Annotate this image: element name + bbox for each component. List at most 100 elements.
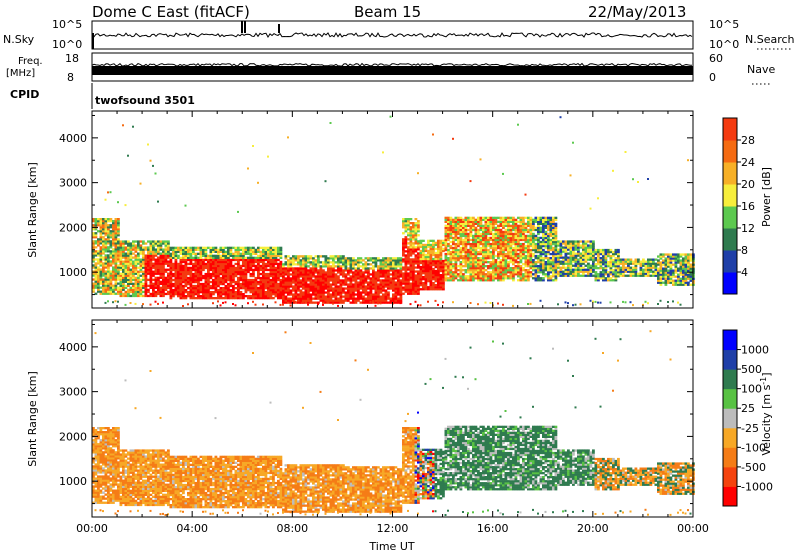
heatmap-cell xyxy=(459,269,463,272)
heatmap-cell xyxy=(482,273,485,276)
heatmap-cell xyxy=(479,257,483,260)
heatmap-cell xyxy=(507,275,510,278)
heatmap-cell xyxy=(499,277,503,280)
heatmap-cell xyxy=(307,255,310,258)
heatmap-cell xyxy=(437,269,440,273)
heatmap-cell xyxy=(434,280,438,283)
heatmap-cell xyxy=(317,257,320,260)
heatmap-cell xyxy=(222,260,225,264)
heatmap-cell xyxy=(527,248,530,252)
heatmap-cell xyxy=(487,220,490,223)
heatmap-cell xyxy=(229,278,233,282)
heatmap-cell xyxy=(502,244,505,248)
heatmap-cell xyxy=(444,232,448,236)
heatmap-cell xyxy=(199,250,203,253)
heatmap-cell xyxy=(152,286,155,289)
heatmap-cell xyxy=(402,280,405,283)
heatmap-cell xyxy=(387,281,390,284)
heatmap-cell xyxy=(397,283,400,286)
heatmap-cell xyxy=(467,271,470,274)
heatmap-cell xyxy=(382,273,385,276)
heatmap-cell xyxy=(132,256,135,259)
heatmap-cell xyxy=(129,268,133,271)
heatmap-cell xyxy=(509,240,513,244)
heatmap-cell xyxy=(344,277,348,280)
heatmap-cell xyxy=(412,262,415,265)
heatmap-cell xyxy=(134,292,138,296)
heatmap-cell xyxy=(337,269,340,272)
heatmap-cell xyxy=(282,277,285,280)
heatmap-cell xyxy=(454,269,458,272)
heatmap-cell xyxy=(394,301,398,304)
heatmap-cell xyxy=(274,252,278,255)
heatmap-cell xyxy=(562,270,565,273)
heatmap-cell xyxy=(109,270,113,273)
heatmap-cell xyxy=(514,271,518,274)
heatmap-cell xyxy=(237,284,240,288)
heatmap-cell xyxy=(269,252,273,255)
heatmap-cell xyxy=(369,291,373,294)
heatmap-cell xyxy=(379,271,383,274)
heatmap-cell xyxy=(457,236,460,240)
heatmap-cell xyxy=(99,236,103,239)
heatmap-cell xyxy=(482,261,485,264)
heatmap-cell xyxy=(367,277,370,280)
heatmap-cell xyxy=(577,266,580,269)
heatmap-cell xyxy=(409,230,413,233)
heatmap-cell xyxy=(432,267,435,271)
heatmap-cell xyxy=(349,261,353,264)
heatmap-cell xyxy=(522,250,525,254)
heatmap-cell xyxy=(272,289,275,292)
heatmap-cell xyxy=(417,226,420,229)
heatmap-cell xyxy=(532,244,535,248)
heatmap-cell xyxy=(97,254,100,257)
heatmap-cell xyxy=(249,246,253,249)
heatmap-cell xyxy=(294,285,298,288)
heatmap-cell xyxy=(264,280,268,284)
heatmap-cell xyxy=(562,240,565,243)
heatmap-cell xyxy=(539,230,543,234)
heatmap-cell xyxy=(94,282,98,285)
heatmap-cell xyxy=(227,268,230,272)
heatmap-cell xyxy=(372,279,375,282)
heatmap-cell xyxy=(264,287,268,290)
heatmap-cell xyxy=(179,272,183,276)
heatmap-cell xyxy=(392,269,395,272)
heatmap-cell xyxy=(587,240,590,243)
heatmap-cell xyxy=(362,289,365,292)
heatmap-cell xyxy=(102,228,105,231)
heatmap-cell xyxy=(279,280,283,284)
heatmap-cell xyxy=(337,255,340,258)
heatmap-cell xyxy=(172,282,175,286)
heatmap-cell xyxy=(129,242,133,245)
heatmap-cell xyxy=(137,252,140,255)
heatmap-cell xyxy=(522,254,525,258)
heatmap-cell xyxy=(204,295,208,298)
heatmap-cell xyxy=(584,270,588,273)
heatmap-cell xyxy=(192,252,195,255)
heatmap-cell xyxy=(102,238,105,241)
heatmap-cell xyxy=(332,255,335,258)
heatmap-cell xyxy=(479,259,483,262)
heatmap-cell xyxy=(507,242,510,246)
heatmap-cell xyxy=(297,257,300,260)
heatmap-cell xyxy=(529,273,533,276)
heatmap-cell xyxy=(532,265,535,268)
heatmap-cell xyxy=(472,228,475,232)
heatmap-cell xyxy=(159,260,163,263)
heatmap-cell xyxy=(547,234,550,238)
heatmap-cell xyxy=(94,270,98,273)
heatmap-cell xyxy=(162,274,165,277)
heatmap-cell xyxy=(257,254,260,257)
heatmap-cell xyxy=(282,265,285,268)
heatmap-cell xyxy=(202,250,205,253)
heatmap-cell xyxy=(334,299,338,302)
heatmap-cell xyxy=(579,260,583,263)
heatmap-cell xyxy=(134,278,138,281)
heatmap-cell xyxy=(409,222,413,225)
heatmap-cell xyxy=(409,278,413,281)
heatmap-cell xyxy=(377,287,380,290)
heatmap-cell xyxy=(387,269,390,272)
heatmap-cell xyxy=(312,261,315,264)
heatmap-cell xyxy=(114,280,118,283)
